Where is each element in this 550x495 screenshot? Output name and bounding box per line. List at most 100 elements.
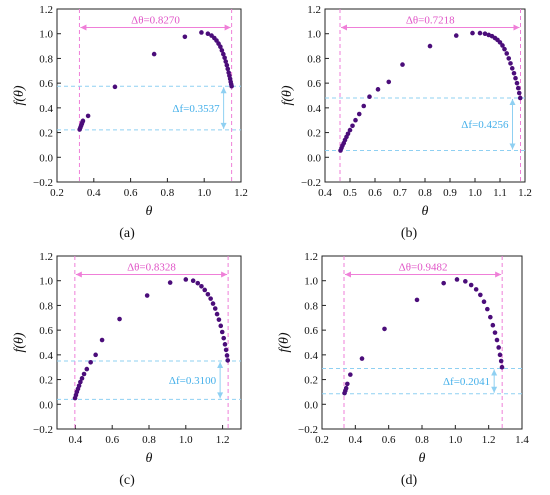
y-tick-label: 0.8 — [307, 53, 321, 65]
y-tick-label: 0.0 — [39, 399, 53, 411]
panel-label: (d) — [401, 473, 418, 488]
y-tick-label: 1.0 — [307, 29, 321, 41]
data-point — [361, 103, 367, 109]
data-point — [81, 371, 87, 377]
y-tick-label: 0.2 — [39, 128, 53, 140]
plot-frame — [321, 255, 523, 430]
data-point — [508, 61, 513, 66]
delta-f-label: Δf=0.4256 — [461, 119, 509, 131]
y-tick-label: 0.2 — [39, 375, 53, 387]
plot-frame — [56, 255, 242, 430]
y-tick-label: 0.4 — [39, 350, 53, 362]
data-point — [386, 79, 392, 85]
data-point — [214, 311, 220, 317]
data-point — [85, 113, 91, 119]
data-point — [225, 358, 231, 363]
x-tick-label: 1.2 — [518, 187, 532, 199]
data-point — [463, 279, 468, 284]
data-point — [199, 30, 204, 35]
data-point — [80, 118, 86, 124]
data-point — [224, 62, 230, 68]
delta-f-arrowhead-bottom — [220, 122, 227, 129]
data-point — [182, 34, 188, 40]
y-tick-label: 1.0 — [39, 276, 53, 288]
data-point — [499, 364, 505, 370]
x-tick-label: 0.6 — [105, 434, 119, 446]
data-point — [494, 337, 500, 343]
plot-frame — [324, 8, 526, 183]
x-tick-label: 1.4 — [515, 434, 529, 446]
data-point — [205, 31, 211, 37]
delta-f-arrowhead-top — [509, 98, 516, 105]
data-point — [221, 51, 226, 57]
data-point — [514, 80, 520, 86]
x-axis-label: θ — [146, 204, 153, 219]
y-tick-label: −0.2 — [33, 177, 53, 189]
panel-c: 0.4 0.6 0.8 1.0 1.2 −0.2 0.0 0.2 0.4 0.6 0.8 1.0 1.2… — [12, 251, 242, 488]
y-axis-label: f(θ) — [12, 85, 27, 105]
data-point — [195, 280, 201, 286]
data-point — [367, 94, 372, 100]
data-point — [414, 297, 420, 303]
y-axis-label: f(θ) — [12, 332, 27, 352]
data-point — [343, 385, 349, 391]
data-point — [496, 345, 501, 350]
y-tick-label: −0.2 — [33, 424, 53, 436]
data-point — [210, 301, 216, 306]
y-tick-label: 0.6 — [307, 78, 321, 90]
delta-theta-arrowhead-left — [75, 271, 82, 278]
data-point — [84, 366, 90, 372]
x-tick-label: 0.8 — [415, 434, 429, 446]
data-point — [356, 111, 362, 117]
data-point — [99, 337, 105, 343]
x-tick-label: 0.6 — [368, 187, 382, 199]
data-point — [516, 90, 522, 96]
data-point — [441, 280, 446, 286]
x-axis-label: θ — [422, 204, 429, 219]
y-tick-label: 0.8 — [304, 300, 318, 312]
data-point — [470, 30, 475, 36]
x-tick-label: 1.0 — [179, 434, 193, 446]
data-point — [454, 277, 460, 282]
data-point — [478, 292, 483, 298]
y-tick-label: 0.6 — [39, 325, 53, 337]
y-tick-label: 1.2 — [304, 251, 318, 263]
data-point — [212, 306, 218, 311]
y-tick-label: −0.2 — [301, 177, 321, 189]
delta-f-label: Δf=0.2041 — [443, 376, 490, 388]
y-tick-label: 0.2 — [307, 128, 321, 140]
x-tick-label: 1.0 — [197, 187, 211, 199]
data-point — [151, 51, 157, 57]
data-point — [144, 293, 150, 298]
y-tick-label: 0.4 — [39, 103, 53, 115]
x-tick-label: 0.4 — [348, 434, 362, 446]
data-point — [225, 66, 231, 72]
data-point — [511, 70, 517, 76]
x-tick-label: 0.7 — [393, 187, 407, 199]
data-point — [502, 46, 507, 52]
data-point — [221, 335, 227, 341]
x-tick-label: 1.0 — [468, 187, 482, 199]
data-point — [350, 123, 355, 129]
data-point — [93, 352, 98, 358]
y-tick-label: 0.4 — [304, 350, 318, 362]
data-point — [468, 282, 474, 288]
delta-f-arrowhead-bottom — [491, 386, 498, 393]
data-point — [216, 317, 222, 322]
data-point — [481, 299, 487, 305]
data-point — [112, 84, 118, 90]
y-tick-label: 0.6 — [304, 325, 318, 337]
data-point — [224, 353, 230, 358]
data-point — [345, 131, 351, 137]
delta-theta-arrowhead-right — [513, 24, 520, 31]
data-point — [513, 75, 518, 81]
panel-a: 0.2 0.4 0.6 0.8 1.0 1.2 −0.2 0.0 0.2 0.4 0.6 0.8 1.0… — [12, 4, 248, 241]
delta-f-arrowhead-bottom — [509, 143, 516, 150]
y-tick-label: 1.0 — [39, 29, 53, 41]
panel-label: (c) — [119, 473, 135, 488]
y-tick-label: 0.0 — [307, 152, 321, 164]
panel-label: (a) — [119, 226, 135, 241]
x-tick-label: 0.8 — [418, 187, 432, 199]
x-tick-label: 0.8 — [142, 434, 156, 446]
